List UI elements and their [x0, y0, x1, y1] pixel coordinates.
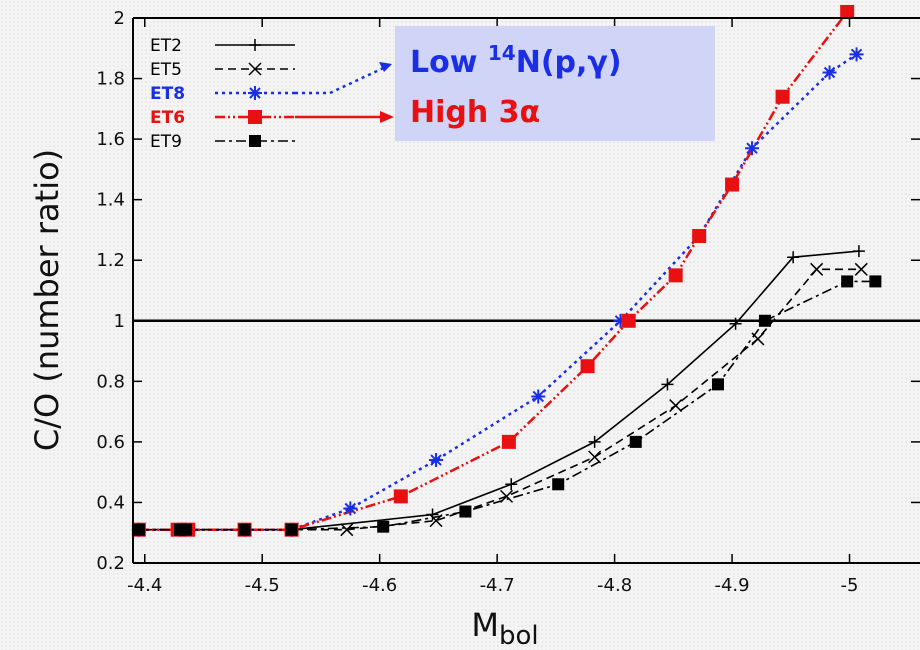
data-point-et8: [849, 47, 864, 62]
data-point-et5: [810, 262, 824, 276]
legend-label-et2: ET2: [150, 36, 182, 56]
legend-marker-et5: [248, 62, 262, 76]
annotation-arrowhead-et8: [379, 62, 392, 72]
annotation-low-superscript: 14: [488, 41, 516, 65]
legend-marker-et2: [249, 39, 261, 51]
data-point-et9: [377, 520, 390, 533]
data-point-et8: [745, 141, 760, 156]
data-point-et8: [343, 501, 358, 516]
series-line-et5: [138, 268, 862, 531]
legend-label-et6: ET6: [150, 108, 185, 128]
data-point-et5: [854, 262, 868, 276]
annotation-low-n14: Low 14N(p,γ): [410, 41, 622, 80]
annotation-low-prefix: Low: [410, 45, 488, 80]
x-tick-label: -4.6: [362, 575, 397, 596]
data-point-et9: [629, 435, 642, 448]
data-point-et5: [588, 450, 602, 464]
series-line-et2: [138, 250, 859, 531]
x-axis-title: Mbol: [471, 606, 538, 650]
data-point-et9: [179, 523, 192, 536]
data-point-et6: [668, 268, 683, 283]
annotation-arrow-et8: [295, 62, 393, 95]
data-point-et9: [285, 523, 298, 536]
data-point-et9: [552, 478, 565, 491]
y-tick-label: 0.4: [96, 492, 125, 513]
x-axis-title-main: M: [471, 606, 499, 644]
data-point-et6: [725, 177, 740, 192]
data-point-et9: [132, 523, 145, 536]
y-tick-label: 1.2: [96, 250, 125, 271]
y-tick-label: 0.8: [96, 371, 125, 392]
legend-marker-et9: [249, 135, 261, 147]
legend-label-et8: ET8: [150, 84, 185, 104]
x-axis-title-subscript: bol: [499, 621, 539, 650]
data-point-et8: [822, 65, 837, 80]
data-point-et6: [692, 229, 707, 243]
legend-label-et5: ET5: [150, 60, 182, 80]
data-point-et6: [840, 4, 855, 19]
y-tick-label: 1.4: [96, 190, 125, 211]
y-tick-label: 2: [114, 8, 125, 29]
y-tick-label: 1.6: [96, 129, 125, 150]
x-tick-label: -4.5: [245, 575, 280, 596]
data-point-et9: [711, 378, 724, 391]
legend-marker-et8: [248, 86, 262, 100]
legend-label-et9: ET9: [150, 132, 182, 152]
data-point-et6: [580, 359, 595, 374]
data-point-et9: [238, 523, 251, 536]
data-point-et2: [426, 508, 439, 521]
annotation-arrowhead-et6: [380, 111, 394, 123]
data-point-et2: [852, 245, 865, 258]
y-tick-label: 0.6: [96, 432, 125, 453]
x-tick-label: -4.7: [480, 575, 515, 596]
data-point-et2: [588, 435, 601, 448]
data-point-et5: [340, 523, 354, 537]
data-point-et5: [669, 399, 683, 413]
data-point-et9: [869, 275, 882, 288]
data-point-et2: [787, 251, 800, 264]
x-tick-label: -4.9: [714, 575, 749, 596]
data-point-et2: [729, 317, 742, 330]
legend-marker-et6: [248, 110, 262, 124]
data-point-et6: [501, 434, 516, 449]
data-point-et6: [393, 489, 408, 504]
data-point-et8: [613, 313, 628, 328]
data-point-et5: [751, 332, 765, 346]
annotation-high-3alpha: High 3α: [410, 95, 540, 130]
data-point-et9: [459, 505, 472, 518]
y-tick-label: 1.8: [96, 69, 125, 90]
data-point-et9: [758, 314, 771, 327]
series-line-et6: [138, 11, 849, 531]
data-point-et8: [429, 453, 444, 468]
data-point-et5: [429, 514, 443, 528]
data-point-et6: [775, 89, 790, 104]
data-point-et9: [841, 275, 854, 288]
y-axis-title: C/O (number ratio): [28, 149, 66, 451]
data-point-et2: [661, 378, 674, 391]
data-point-et2: [505, 478, 518, 491]
x-tick-label: -4.8: [597, 575, 632, 596]
data-point-et6: [621, 313, 636, 328]
data-point-et5: [500, 489, 514, 503]
annotation-box: [395, 26, 715, 141]
x-tick-label: -4.4: [127, 575, 162, 596]
y-tick-label: 1: [114, 311, 125, 332]
y-tick-label: 0.2: [96, 553, 125, 574]
data-point-et8: [531, 389, 546, 404]
annotation-low-rest: N(p,γ): [516, 45, 622, 80]
x-tick-label: -5: [841, 575, 859, 596]
